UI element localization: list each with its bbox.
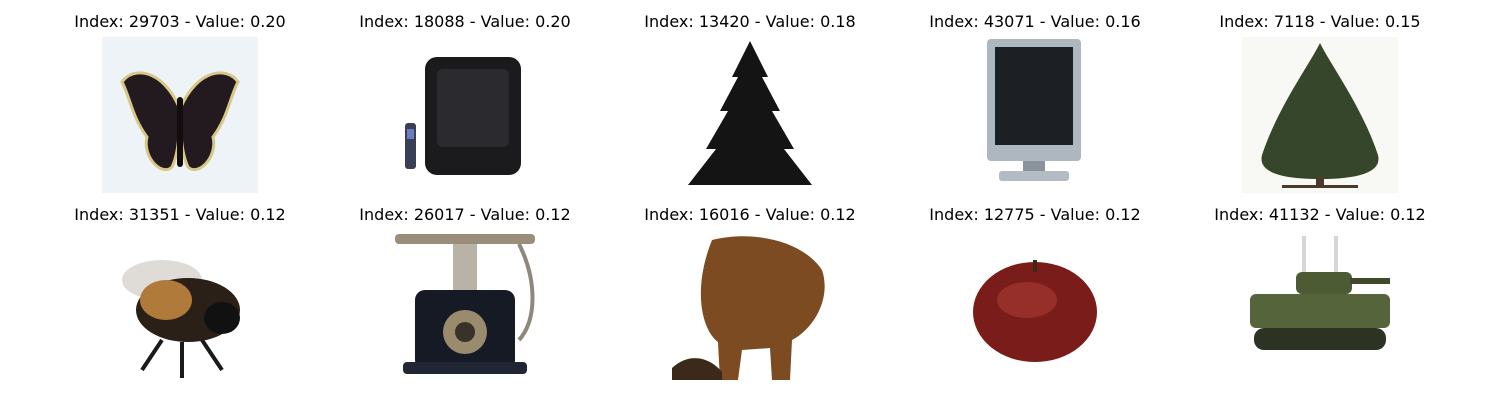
- telephone-image: [387, 230, 543, 386]
- tile-title-1: Index: 29703 - Value: 0.20: [74, 12, 286, 31]
- animal-image: [672, 230, 828, 386]
- apple-image: [957, 230, 1113, 386]
- tile-title-7: Index: 26017 - Value: 0.12: [359, 205, 571, 224]
- flat-screen-monitor-image: [957, 37, 1113, 193]
- tree-image: [1242, 37, 1398, 193]
- bee-image: [102, 230, 258, 386]
- tile-title-9: Index: 12775 - Value: 0.12: [929, 205, 1141, 224]
- tank-image: [1242, 230, 1398, 386]
- television-image: [387, 37, 543, 193]
- tile-title-8: Index: 16016 - Value: 0.12: [644, 205, 856, 224]
- tile-title-4: Index: 43071 - Value: 0.16: [929, 12, 1141, 31]
- butterfly-image: [102, 37, 258, 193]
- tile-title-5: Index: 7118 - Value: 0.15: [1219, 12, 1421, 31]
- tile-title-6: Index: 31351 - Value: 0.12: [74, 205, 286, 224]
- tile-title-2: Index: 18088 - Value: 0.20: [359, 12, 571, 31]
- pine-tree-image: [672, 37, 828, 193]
- tile-title-3: Index: 13420 - Value: 0.18: [644, 12, 856, 31]
- tile-title-10: Index: 41132 - Value: 0.12: [1214, 205, 1426, 224]
